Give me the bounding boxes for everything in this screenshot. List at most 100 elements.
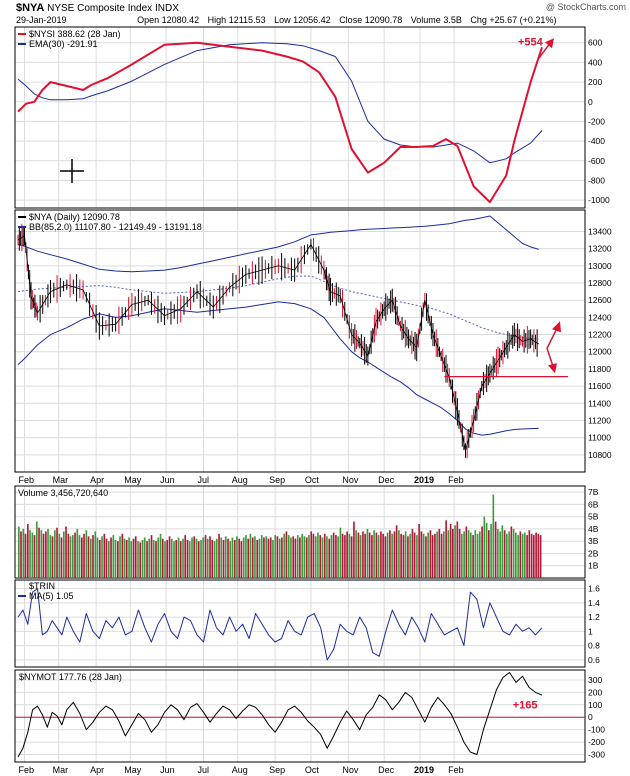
nymot-ytick-label: 200	[588, 687, 602, 697]
volume-bar	[218, 533, 220, 578]
volume-bar	[483, 516, 486, 578]
volume-bar	[404, 531, 407, 578]
volume-bar	[454, 525, 456, 578]
volume-bar	[99, 540, 101, 578]
nya-xtick-label: Jul	[198, 475, 210, 485]
close-value: 12090.78	[364, 15, 403, 25]
volume-bar	[470, 532, 472, 578]
volume-bar	[539, 535, 542, 578]
volume-bar	[249, 533, 252, 578]
volume-bar	[274, 535, 277, 578]
volume-bar	[260, 535, 263, 578]
volume-bar	[173, 541, 175, 578]
volume-bar	[296, 535, 299, 578]
volume-bar	[386, 532, 389, 578]
volume-bar	[117, 541, 119, 578]
volume-bar	[49, 535, 52, 578]
nysi-ytick-label: 0	[588, 97, 593, 107]
source-label: @ StockCharts.com	[545, 2, 626, 12]
nya-ytick-label: 13200	[588, 244, 612, 254]
trin-ytick-label: 0.8	[588, 641, 600, 651]
nymot-xtick-label: May	[124, 765, 142, 775]
volume-bar	[24, 533, 27, 578]
volume-bar	[305, 537, 308, 578]
volume-bar	[191, 537, 193, 578]
volume-bar	[456, 521, 459, 578]
volume-bar	[267, 538, 270, 578]
volume-bar	[524, 532, 526, 578]
volume-bar	[29, 530, 31, 578]
volume-bar	[501, 525, 504, 578]
nysi-ytick-label: -1000	[588, 195, 610, 205]
volume-bar	[382, 533, 384, 578]
nymot-xtick-label: Jun	[160, 765, 175, 775]
volume-bar	[418, 524, 420, 578]
volume-bar	[287, 535, 290, 578]
volume-bar	[72, 535, 74, 578]
up-arrow-shaft	[546, 327, 558, 349]
volume-bar	[517, 535, 519, 578]
volume-bar	[202, 537, 205, 578]
volume-bar	[409, 533, 411, 578]
volume-bar	[526, 535, 528, 578]
low-value: 12056.42	[293, 15, 331, 25]
volume-bar	[393, 531, 396, 578]
volume-bar	[434, 533, 436, 578]
volume-bar	[290, 537, 292, 578]
volume-bar	[371, 535, 373, 578]
volume-bar	[224, 536, 227, 578]
volume-label: Volume	[410, 15, 441, 25]
volume-bar	[182, 538, 184, 578]
nymot-xtick-label: Feb	[19, 765, 35, 775]
trin-legend-label: MA(5) 1.05	[29, 591, 74, 601]
nya-frame	[14, 209, 586, 473]
volume-bar	[125, 540, 128, 578]
volume-bar	[92, 535, 94, 578]
volume-bar	[22, 528, 25, 578]
volume-bar	[407, 536, 409, 578]
nymot-xtick-label: Jul	[198, 765, 210, 775]
nymot-ytick-label: 0	[588, 712, 593, 722]
volume-bar	[33, 535, 36, 578]
volume-bar	[359, 535, 362, 578]
volume-bar	[355, 530, 357, 578]
volume-bar	[438, 528, 441, 578]
nya-ytick-label: 12200	[588, 330, 612, 340]
nya-ytick-label: 11200	[588, 415, 611, 425]
volume-bar	[488, 530, 490, 578]
volume-bar	[188, 541, 191, 578]
nysi-frame	[14, 26, 586, 209]
volume-bar	[134, 536, 137, 578]
volume-bar	[310, 531, 313, 578]
volume-bar	[168, 536, 171, 578]
nymot-ytick-label: 100	[588, 700, 602, 710]
volume-bar	[314, 536, 317, 578]
volume-bar	[413, 532, 416, 578]
volume-bar	[357, 532, 360, 578]
volume-bar	[101, 536, 103, 578]
volume-bar	[335, 535, 337, 578]
nya-ytick-label: 10800	[588, 450, 612, 460]
exchange: INDX	[154, 3, 179, 14]
volume-bar	[186, 540, 189, 578]
down-arrow-head	[548, 363, 557, 374]
nysi-ytick-label: -400	[588, 136, 605, 146]
nya-xtick-label: Dec	[378, 475, 395, 485]
volume-bar	[422, 533, 425, 578]
nymot-xtick-label: Nov	[342, 765, 359, 775]
volume-bar	[227, 538, 229, 578]
nya-ytick-label: 12400	[588, 312, 612, 322]
nysi-ytick-label: -800	[588, 175, 605, 185]
nya-xtick-label: Sep	[269, 475, 285, 485]
volume-bar	[85, 530, 88, 578]
volume-bar	[285, 531, 288, 578]
volume-bar	[319, 535, 322, 578]
nya-ytick-label: 12000	[588, 347, 612, 357]
nysi-ytick-label: 600	[588, 38, 602, 48]
volume-bar	[193, 536, 196, 578]
nymot-ytick-label: 300	[588, 675, 602, 685]
bb-middle-line	[17, 275, 539, 340]
nysi-ytick-label: 400	[588, 57, 602, 67]
nysi-legend-label: EMA(30) -291.91	[29, 39, 98, 49]
